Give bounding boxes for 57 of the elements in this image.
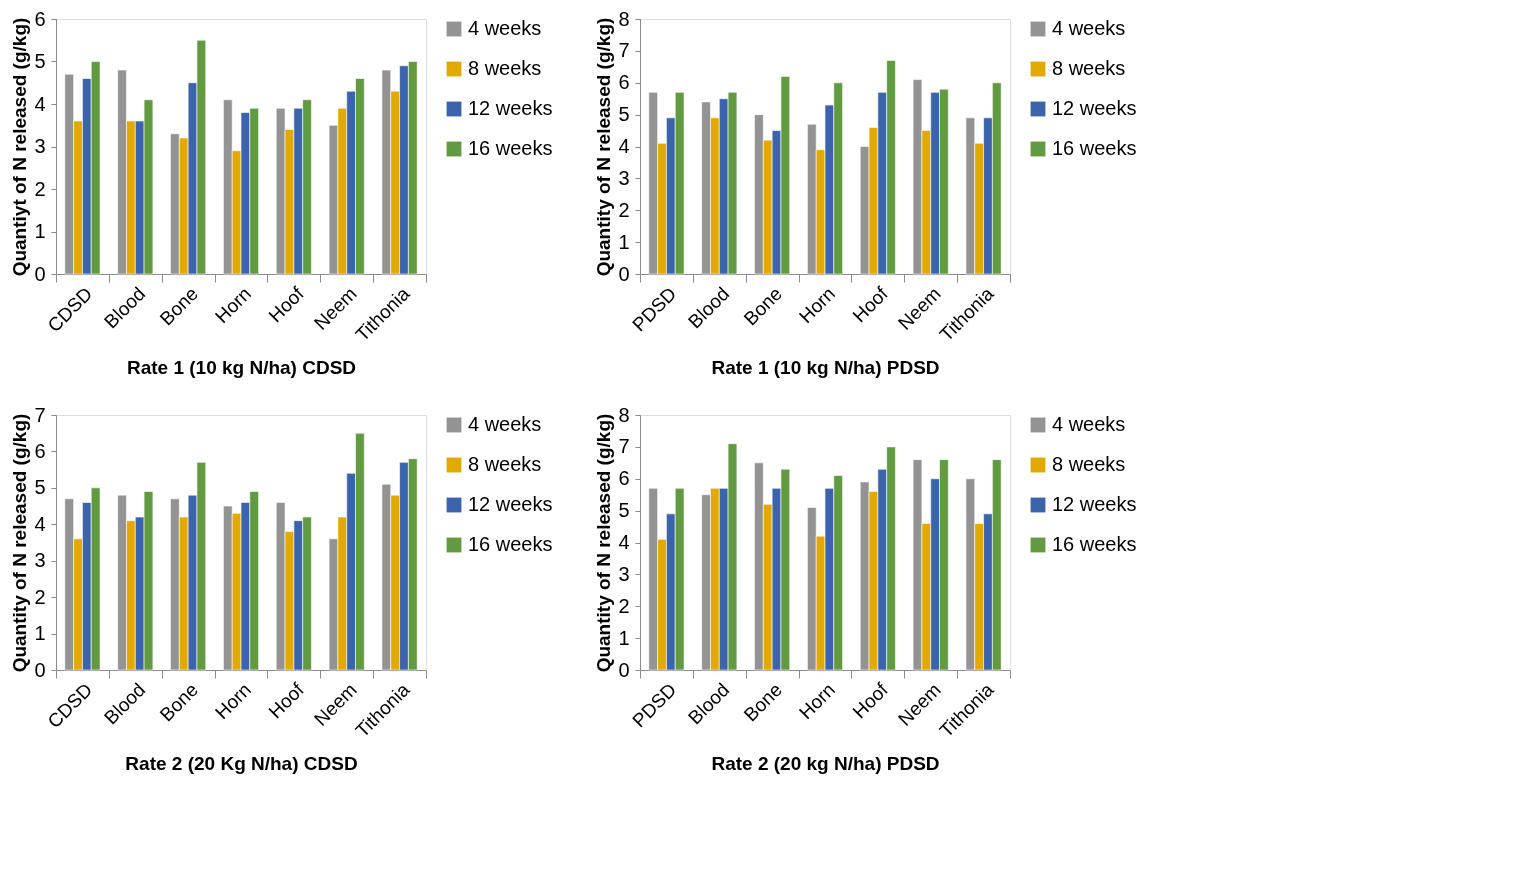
legend-label: 16 weeks — [468, 533, 553, 555]
y-tick-label: 1 — [618, 626, 630, 649]
legend-label: 8 weeks — [468, 57, 542, 79]
y-tick-label: 1 — [34, 220, 46, 242]
y-tick-label: 0 — [34, 658, 46, 681]
legend-label: 4 weeks — [468, 413, 542, 435]
y-tick-label: 8 — [618, 7, 630, 30]
y-tick-label: 0 — [34, 262, 46, 285]
y-tick-label: 4 — [618, 135, 630, 157]
legend-label: 12 weeks — [1052, 493, 1137, 515]
legend-label: 8 weeks — [468, 453, 542, 475]
legend-label: 12 weeks — [468, 97, 553, 119]
legend-label: 16 weeks — [1052, 533, 1137, 555]
y-tick-label: 6 — [618, 71, 630, 94]
y-tick-label: 1 — [618, 230, 630, 253]
y-tick-label: 2 — [34, 177, 46, 200]
y-tick-label: 8 — [618, 403, 630, 426]
y-tick-label: 6 — [34, 439, 46, 462]
y-tick-label: 4 — [34, 512, 46, 535]
y-tick-label: 7 — [618, 39, 630, 62]
y-tick-label: 3 — [34, 549, 46, 572]
x-axis-title: Rate 2 (20 kg N/ha) PDSD — [711, 753, 940, 775]
y-tick-label: 3 — [618, 166, 630, 189]
y-tick-label: 4 — [618, 531, 630, 553]
y-tick-label: 4 — [34, 92, 46, 115]
y-tick-label: 2 — [618, 594, 630, 617]
y-tick-label: 0 — [618, 262, 630, 285]
legend-label: 16 weeks — [1052, 137, 1137, 159]
y-tick-label: 5 — [618, 103, 630, 126]
legend-label: 8 weeks — [1052, 57, 1126, 79]
y-tick-label: 0 — [618, 658, 630, 681]
x-axis-title: Rate 1 (10 kg N/ha) CDSD — [126, 357, 357, 379]
y-axis-title: Quantity of N released (g/kg) — [9, 413, 31, 673]
y-axis-title: Quantity of N released (g/kg) — [593, 413, 615, 673]
y-tick-label: 6 — [34, 7, 46, 30]
legend-label: 12 weeks — [468, 493, 553, 515]
y-tick-label: 5 — [34, 50, 46, 72]
y-tick-label: 6 — [618, 467, 630, 490]
y-tick-label: 3 — [34, 135, 46, 157]
legend-label: 12 weeks — [1052, 97, 1137, 119]
y-tick-label: 1 — [34, 622, 46, 645]
y-tick-label: 7 — [34, 403, 46, 426]
legend-label: 4 weeks — [1052, 17, 1126, 39]
y-tick-label: 2 — [618, 198, 630, 221]
y-tick-label: 2 — [34, 585, 46, 608]
legend-label: 4 weeks — [468, 17, 542, 39]
y-axis-title: Quantiyt of N released (g/kg) — [9, 17, 31, 277]
y-tick-label: 7 — [618, 435, 630, 458]
legend-label: 4 weeks — [1052, 413, 1126, 435]
legend-label: 8 weeks — [1052, 453, 1126, 475]
y-axis-title: Quantity of N released (g/kg) — [593, 17, 615, 277]
legend-label: 16 weeks — [468, 137, 553, 159]
x-axis-title: Rate 2 (20 Kg N/ha) CDSD — [125, 753, 358, 775]
y-tick-label: 5 — [34, 476, 46, 499]
x-axis-title: Rate 1 (10 kg N/ha) PDSD — [711, 357, 940, 379]
y-tick-label: 5 — [618, 499, 630, 522]
y-tick-label: 3 — [618, 562, 630, 585]
